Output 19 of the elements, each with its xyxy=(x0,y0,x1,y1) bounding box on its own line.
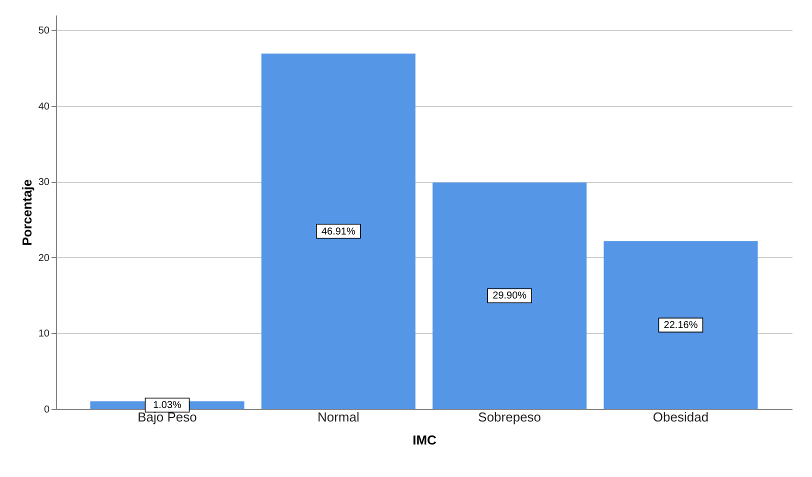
y-tick-label: 20 xyxy=(38,252,50,264)
data-label: 29.90% xyxy=(492,290,527,302)
x-tick-label: Sobrepeso xyxy=(478,410,542,424)
y-axis-title: Porcentaje xyxy=(19,179,34,246)
y-tick-label: 0 xyxy=(44,404,50,416)
bar xyxy=(604,241,758,409)
x-tick-label: Normal xyxy=(317,410,360,424)
x-tick-label: Obesidad xyxy=(652,410,709,424)
x-tick-label: Bajo Peso xyxy=(138,410,197,424)
x-axis-title: IMC xyxy=(412,432,438,448)
data-label: 46.91% xyxy=(321,226,356,238)
data-label: 22.16% xyxy=(664,320,698,332)
bar xyxy=(261,54,416,409)
bar xyxy=(432,182,587,409)
y-tick-label: 40 xyxy=(38,101,50,112)
y-tick-label: 30 xyxy=(38,177,50,188)
y-tick-label: 50 xyxy=(38,26,50,37)
y-tick-label: 10 xyxy=(38,328,50,340)
data-label: 1.03% xyxy=(153,400,182,412)
